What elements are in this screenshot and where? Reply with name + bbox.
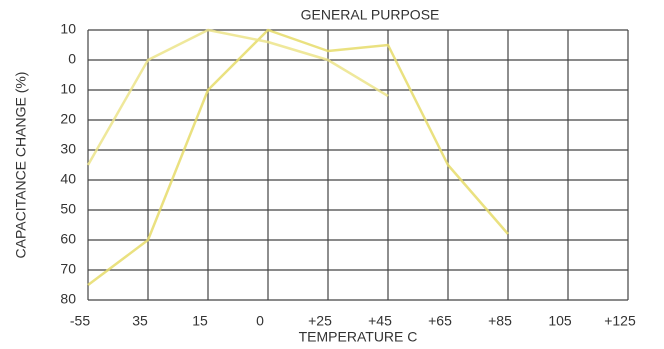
y-tick-label: 80 [60, 291, 76, 307]
y-tick-label: 10 [60, 21, 76, 37]
x-tick-label: +65 [428, 313, 452, 329]
x-axis-label: TEMPERATURE C [299, 329, 418, 345]
y-tick-label: 50 [60, 201, 76, 217]
series-line [87, 28, 509, 286]
x-tick-label: +85 [488, 313, 512, 329]
y-tick-label: 60 [60, 231, 76, 247]
x-tick-label: +25 [308, 313, 332, 329]
x-tick-label: +125 [604, 313, 636, 329]
y-axis-label: CAPACITANCE CHANGE (%) [13, 72, 29, 259]
y-tick-label: 70 [60, 261, 76, 277]
x-tick-label: 105 [548, 313, 572, 329]
y-tick-label: 20 [60, 111, 76, 127]
y-tick-label: 30 [60, 141, 76, 157]
x-tick-label: 0 [256, 313, 264, 329]
x-tick-label: -55 [70, 313, 90, 329]
chart-title: GENERAL PURPOSE [301, 7, 440, 23]
x-tick-label: 15 [192, 313, 208, 329]
x-tick-label: 35 [132, 313, 148, 329]
y-tick-label: 40 [60, 171, 76, 187]
series-line [86, 28, 389, 166]
x-tick-label: +45 [368, 313, 392, 329]
y-tick-label: 10 [60, 81, 76, 97]
y-tick-label: 0 [68, 51, 76, 67]
